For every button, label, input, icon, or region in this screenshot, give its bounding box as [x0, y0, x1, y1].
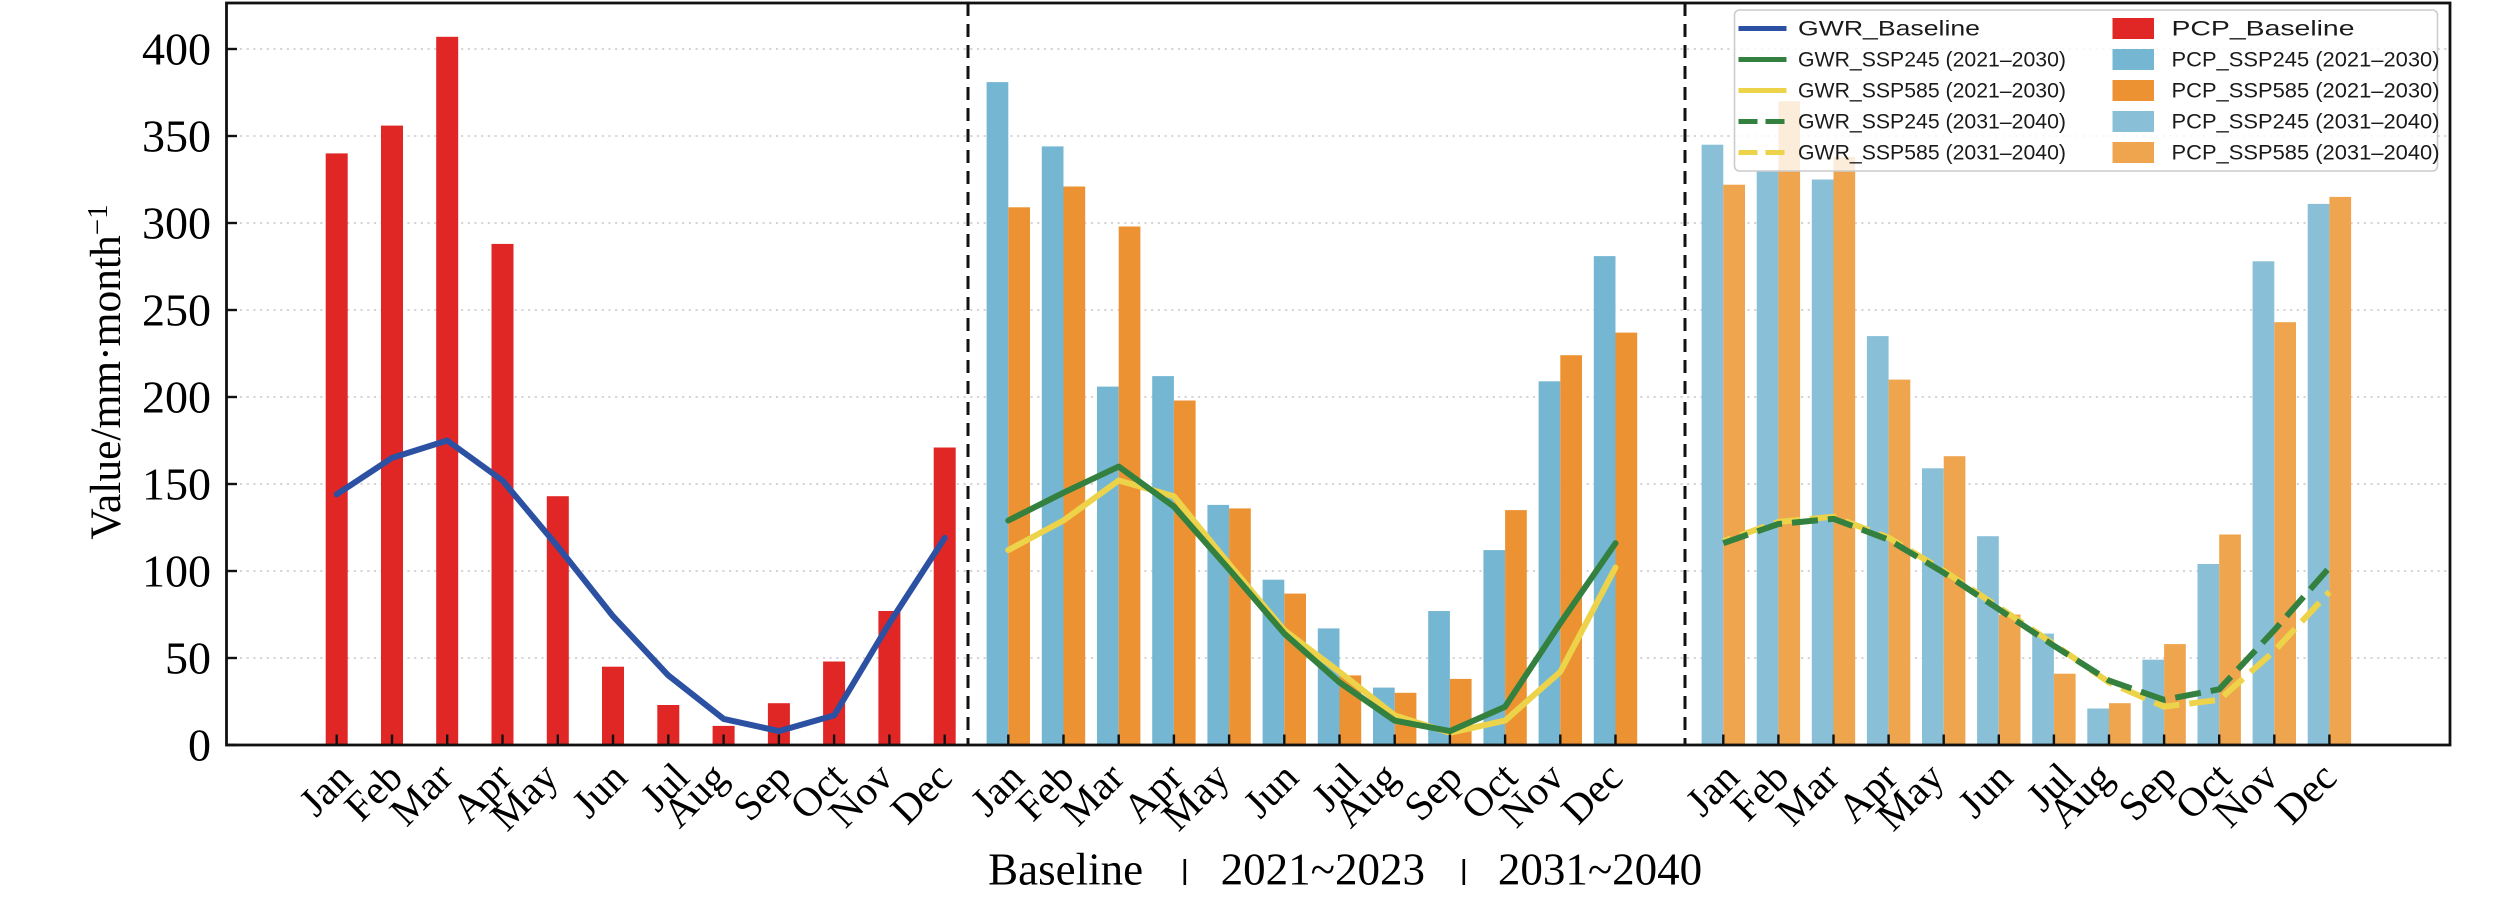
svg-text:GWR_SSP585 (2021–2030): GWR_SSP585 (2021–2030): [1798, 79, 2066, 103]
svg-text:2031~2040: 2031~2040: [1498, 845, 1702, 895]
svg-text:PCP_SSP585 (2031–2040): PCP_SSP585 (2031–2040): [2172, 141, 2440, 165]
svg-text:PCP_Baseline: PCP_Baseline: [2172, 17, 2355, 41]
svg-text:250: 250: [142, 285, 211, 336]
svg-text:400: 400: [142, 24, 211, 75]
svg-text:Baseline: Baseline: [988, 845, 1143, 895]
svg-text:GWR_Baseline: GWR_Baseline: [1798, 17, 1980, 41]
svg-text:300: 300: [142, 198, 211, 249]
svg-text:150: 150: [142, 459, 211, 510]
svg-text:PCP_SSP585 (2021–2030): PCP_SSP585 (2021–2030): [2172, 79, 2440, 103]
svg-text:350: 350: [142, 111, 211, 162]
svg-text:GWR_SSP585 (2031–2040): GWR_SSP585 (2031–2040): [1798, 141, 2066, 165]
svg-text:100: 100: [142, 546, 211, 597]
svg-text:200: 200: [142, 372, 211, 423]
svg-text:50: 50: [165, 633, 211, 684]
svg-text:0: 0: [188, 720, 211, 771]
svg-text:GWR_SSP245 (2031–2040): GWR_SSP245 (2031–2040): [1798, 110, 2066, 134]
svg-text:2021~2023: 2021~2023: [1221, 845, 1425, 895]
svg-text:PCP_SSP245 (2021–2030): PCP_SSP245 (2021–2030): [2172, 48, 2440, 72]
svg-text:Value/mm·month−1: Value/mm·month−1: [82, 204, 130, 539]
svg-text:PCP_SSP245 (2031–2040): PCP_SSP245 (2031–2040): [2172, 110, 2440, 134]
svg-text:GWR_SSP245 (2021–2030): GWR_SSP245 (2021–2030): [1798, 48, 2066, 72]
